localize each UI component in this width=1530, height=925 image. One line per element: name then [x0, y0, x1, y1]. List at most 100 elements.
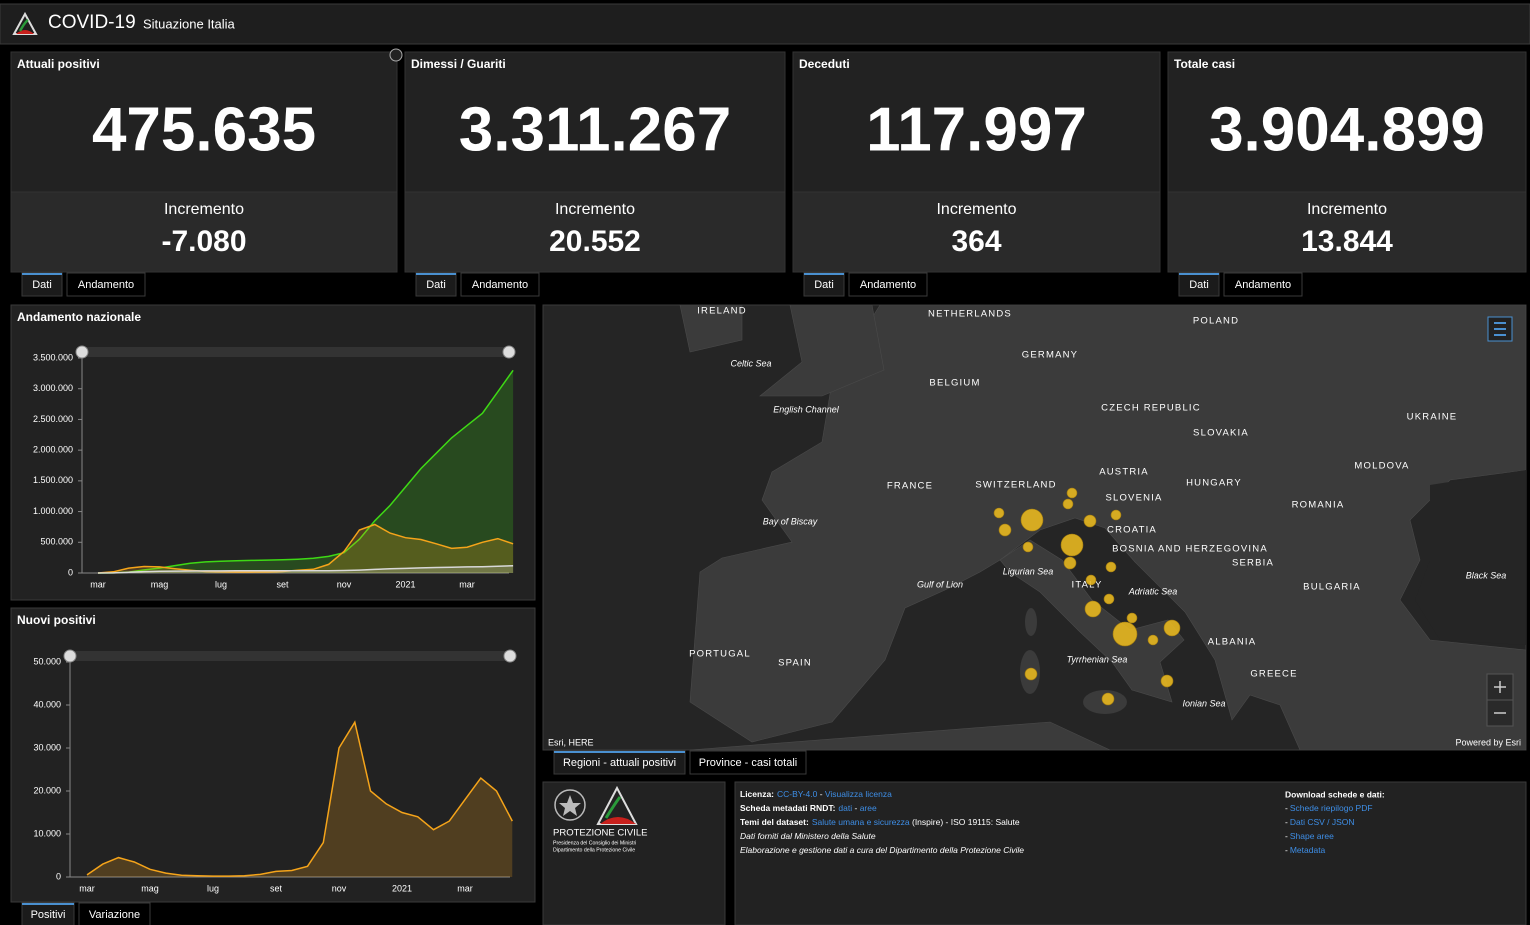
tab-label[interactable]: Variazione: [89, 909, 140, 921]
map-label: Tyrrhenian Sea: [1067, 654, 1128, 664]
map-label: BELGIUM: [929, 378, 980, 389]
map-bubble[interactable]: [1103, 593, 1115, 605]
map-label: PORTUGAL: [689, 649, 751, 660]
download-link[interactable]: Metadata: [1290, 845, 1326, 855]
info-text: Elaborazione e gestione dati a cura del …: [740, 845, 1024, 855]
x-tick-label: 2021: [392, 883, 412, 893]
range-slider[interactable]: [82, 347, 510, 357]
map-label: Bay of Biscay: [763, 516, 818, 526]
card-increment-label: Incremento: [164, 201, 244, 218]
range-slider-handle[interactable]: [63, 649, 77, 663]
map-bubble[interactable]: [1085, 574, 1097, 586]
series-area: [87, 722, 513, 877]
map-label: SWITZERLAND: [975, 480, 1056, 491]
map-label: SLOVENIA: [1105, 493, 1162, 504]
map-bubble[interactable]: [1147, 634, 1159, 646]
map-bubble[interactable]: [1126, 612, 1138, 624]
map-label: Gulf of Lion: [917, 579, 963, 589]
x-tick-label: set: [270, 883, 283, 893]
pc-logo-red: [600, 817, 636, 824]
tab-label[interactable]: Andamento: [1235, 279, 1291, 291]
map-label: HUNGARY: [1186, 478, 1242, 489]
range-slider-handle[interactable]: [503, 649, 517, 663]
tab[interactable]: [460, 272, 540, 297]
map-label: Ligurian Sea: [1003, 566, 1054, 576]
map-label: UKRAINE: [1407, 412, 1458, 423]
info-line: Licenza: CC-BY-4.0 - Visualizza licenza: [740, 789, 892, 799]
tab-label[interactable]: Regioni - attuali positivi: [563, 757, 676, 769]
island: [1025, 608, 1037, 636]
tab-label[interactable]: Positivi: [31, 909, 66, 921]
header-logo: [12, 11, 38, 35]
tab-label[interactable]: Dati: [1189, 279, 1209, 291]
info-line: Dati forniti dal Ministero della Salute: [740, 831, 876, 841]
tab[interactable]: [78, 902, 151, 925]
settings-icon[interactable]: [389, 48, 403, 62]
tab-label[interactable]: Andamento: [78, 279, 134, 291]
range-slider-handle[interactable]: [75, 345, 89, 359]
map-bubble[interactable]: [1020, 508, 1044, 532]
card-value: 3.311.267: [459, 95, 731, 164]
info-link[interactable]: Visualizza licenza: [825, 789, 892, 799]
x-tick-label: mar: [459, 579, 475, 589]
card-bottom: [10, 191, 398, 273]
tab-label[interactable]: Dati: [32, 279, 52, 291]
map-bubble[interactable]: [998, 523, 1012, 537]
download-prefix: -: [1285, 831, 1288, 841]
map-label: POLAND: [1193, 316, 1239, 327]
tab[interactable]: [689, 750, 807, 775]
card-top: [404, 51, 786, 193]
y-tick-label: 30.000: [33, 742, 61, 752]
map-bubble[interactable]: [1110, 509, 1122, 521]
tab[interactable]: [1223, 272, 1303, 297]
map-bubble[interactable]: [1160, 674, 1174, 688]
download-link[interactable]: Shape aree: [1290, 831, 1334, 841]
download-link[interactable]: Schede riepilogo PDF: [1290, 803, 1373, 813]
header-title: COVID-19: [48, 12, 136, 33]
tab-label[interactable]: Dati: [426, 279, 446, 291]
range-slider[interactable]: [70, 651, 511, 661]
map-bubble[interactable]: [1060, 533, 1084, 557]
card-bottom: [792, 191, 1161, 273]
map-bubble[interactable]: [1101, 692, 1115, 706]
map-powered-by: Powered by Esri: [1455, 737, 1521, 747]
map-bubble[interactable]: [1084, 600, 1102, 618]
map-bubble[interactable]: [1066, 487, 1078, 499]
y-tick-label: 3.500.000: [33, 352, 73, 362]
map-bubble[interactable]: [1022, 541, 1034, 553]
tab-label[interactable]: Andamento: [472, 279, 528, 291]
tab-active-indicator: [804, 273, 844, 275]
chart-title: Andamento nazionale: [17, 310, 141, 324]
download-prefix: -: [1285, 817, 1288, 827]
map-bubble[interactable]: [1083, 514, 1097, 528]
map-label: Adriatic Sea: [1128, 586, 1178, 596]
map-bubble[interactable]: [1063, 556, 1077, 570]
map-label: AUSTRIA: [1099, 467, 1149, 478]
y-tick-label: 2.500.000: [33, 414, 73, 424]
download-link[interactable]: Dati CSV / JSON: [1290, 817, 1355, 827]
map-bubble[interactable]: [1112, 621, 1138, 647]
tab-label[interactable]: Dati: [814, 279, 834, 291]
x-tick-label: mag: [151, 579, 169, 589]
info-link[interactable]: CC-BY-4.0: [777, 789, 818, 799]
map-bubble[interactable]: [993, 507, 1005, 519]
map-label: SLOVAKIA: [1193, 428, 1249, 439]
tab-active-indicator: [1179, 273, 1219, 275]
map-bubble[interactable]: [1062, 498, 1074, 510]
tab-active-indicator: [416, 273, 456, 275]
info-link[interactable]: Salute umana e sicurezza: [812, 817, 910, 827]
map-label: MOLDOVA: [1354, 461, 1409, 472]
tab-label[interactable]: Andamento: [860, 279, 916, 291]
map-bubble[interactable]: [1163, 619, 1181, 637]
x-tick-label: mar: [79, 883, 95, 893]
tab[interactable]: [66, 272, 146, 297]
map-bubble[interactable]: [1105, 561, 1117, 573]
info-link[interactable]: dati: [838, 803, 852, 813]
range-slider-handle[interactable]: [502, 345, 516, 359]
tab-label[interactable]: Province - casi totali: [699, 757, 797, 769]
x-tick-label: mag: [141, 883, 159, 893]
info-link[interactable]: aree: [860, 803, 877, 813]
download-title: Download schede e dati:: [1285, 789, 1385, 799]
map-bubble[interactable]: [1024, 667, 1038, 681]
tab[interactable]: [848, 272, 928, 297]
